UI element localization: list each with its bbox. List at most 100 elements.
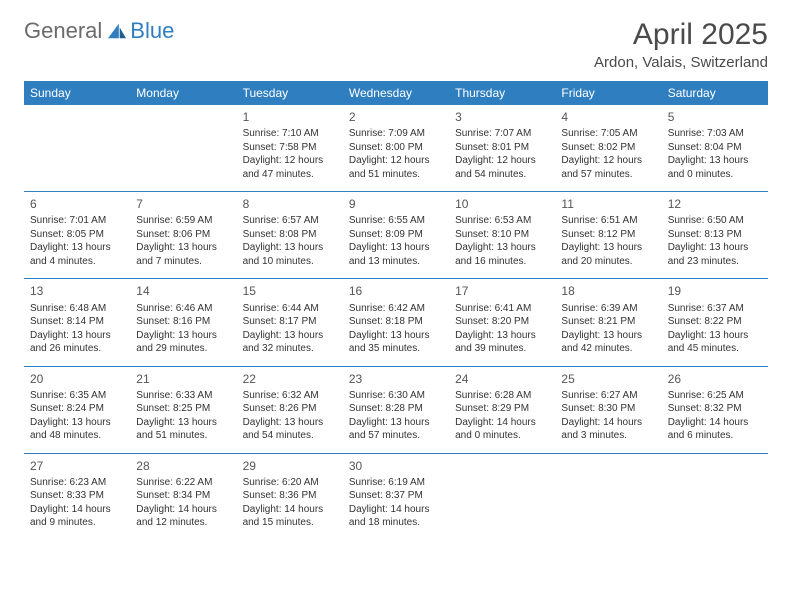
day-sunrise: Sunrise: 6:51 AM (561, 214, 655, 228)
day-day2: and 51 minutes. (136, 429, 230, 443)
day-sunrise: Sunrise: 6:20 AM (243, 476, 337, 490)
logo-word2: Blue (130, 18, 174, 44)
day-sunset: Sunset: 8:24 PM (30, 402, 124, 416)
calendar-row: 1Sunrise: 7:10 AMSunset: 7:58 PMDaylight… (24, 105, 768, 192)
calendar-cell: 6 Sunrise: 7:01 AMSunset: 8:05 PMDaylight… (24, 192, 130, 279)
day-day1: Daylight: 12 hours (455, 154, 549, 168)
day-sunrise: Sunrise: 6:42 AM (349, 302, 443, 316)
calendar-cell: 2Sunrise: 7:09 AMSunset: 8:00 PMDaylight… (343, 105, 449, 192)
calendar-cell: 23Sunrise: 6:30 AMSunset: 8:28 PMDayligh… (343, 366, 449, 453)
page-title: April 2025 (594, 18, 768, 52)
day-day2: and 0 minutes. (455, 429, 549, 443)
day-sunrise: Sunrise: 6:35 AM (30, 389, 124, 403)
calendar-cell: 30Sunrise: 6:19 AMSunset: 8:37 PMDayligh… (343, 453, 449, 540)
day-sunset: Sunset: 8:14 PM (30, 315, 124, 329)
calendar-row: 27Sunrise: 6:23 AMSunset: 8:33 PMDayligh… (24, 453, 768, 540)
day-number: 17 (455, 283, 549, 299)
day-sunset: Sunset: 8:10 PM (455, 228, 549, 242)
day-day2: and 13 minutes. (349, 255, 443, 269)
day-sunset: Sunset: 8:04 PM (668, 141, 762, 155)
day-sunrise: Sunrise: 7:01 AM (30, 214, 124, 228)
day-day1: Daylight: 13 hours (30, 329, 124, 343)
day-sunrise: Sunrise: 7:09 AM (349, 127, 443, 141)
calendar-cell: 16Sunrise: 6:42 AMSunset: 8:18 PMDayligh… (343, 279, 449, 366)
calendar-cell: 14Sunrise: 6:46 AMSunset: 8:16 PMDayligh… (130, 279, 236, 366)
day-number: 4 (561, 109, 655, 125)
day-day2: and 6 minutes. (668, 429, 762, 443)
calendar-cell: 13Sunrise: 6:48 AMSunset: 8:14 PMDayligh… (24, 279, 130, 366)
day-sunrise: Sunrise: 7:03 AM (668, 127, 762, 141)
day-sunset: Sunset: 8:12 PM (561, 228, 655, 242)
day-number: 3 (455, 109, 549, 125)
day-sunset: Sunset: 8:06 PM (136, 228, 230, 242)
day-number: 16 (349, 283, 443, 299)
day-sunset: Sunset: 8:25 PM (136, 402, 230, 416)
calendar-cell (130, 105, 236, 192)
day-sunrise: Sunrise: 6:23 AM (30, 476, 124, 490)
day-day2: and 3 minutes. (561, 429, 655, 443)
day-day1: Daylight: 13 hours (561, 329, 655, 343)
calendar-row: 6Sunrise: 7:01 AMSunset: 8:05 PMDaylight… (24, 192, 768, 279)
calendar-cell: 11Sunrise: 6:51 AMSunset: 8:12 PMDayligh… (555, 192, 661, 279)
day-day2: and 4 minutes. (30, 255, 124, 269)
calendar-cell: 24Sunrise: 6:28 AMSunset: 8:29 PMDayligh… (449, 366, 555, 453)
day-number: 15 (243, 283, 337, 299)
day-number: 19 (668, 283, 762, 299)
day-sunset: Sunset: 8:26 PM (243, 402, 337, 416)
day-day1: Daylight: 13 hours (30, 241, 124, 255)
day-number: 22 (243, 371, 337, 387)
day-day2: and 51 minutes. (349, 168, 443, 182)
calendar-cell: 8Sunrise: 6:57 AMSunset: 8:08 PMDaylight… (237, 192, 343, 279)
calendar-cell (662, 453, 768, 540)
day-number: 14 (136, 283, 230, 299)
sail-icon (106, 22, 128, 40)
calendar-cell: 17Sunrise: 6:41 AMSunset: 8:20 PMDayligh… (449, 279, 555, 366)
day-day1: Daylight: 13 hours (243, 416, 337, 430)
day-sunrise: Sunrise: 7:07 AM (455, 127, 549, 141)
calendar-cell: 4Sunrise: 7:05 AMSunset: 8:02 PMDaylight… (555, 105, 661, 192)
day-day1: Daylight: 13 hours (136, 329, 230, 343)
day-sunset: Sunset: 8:34 PM (136, 489, 230, 503)
weekday-header: Monday (130, 81, 236, 105)
calendar-row: 13Sunrise: 6:48 AMSunset: 8:14 PMDayligh… (24, 279, 768, 366)
day-day1: Daylight: 13 hours (243, 241, 337, 255)
day-day2: and 18 minutes. (349, 516, 443, 530)
day-day1: Daylight: 14 hours (561, 416, 655, 430)
day-day1: Daylight: 12 hours (561, 154, 655, 168)
weekday-header: Thursday (449, 81, 555, 105)
day-sunrise: Sunrise: 6:39 AM (561, 302, 655, 316)
day-day2: and 45 minutes. (668, 342, 762, 356)
day-sunset: Sunset: 8:33 PM (30, 489, 124, 503)
day-day1: Daylight: 14 hours (349, 503, 443, 517)
day-day2: and 48 minutes. (30, 429, 124, 443)
day-number: 6 (30, 196, 124, 212)
day-day1: Daylight: 13 hours (455, 329, 549, 343)
day-day2: and 57 minutes. (561, 168, 655, 182)
day-day2: and 54 minutes. (455, 168, 549, 182)
day-day2: and 57 minutes. (349, 429, 443, 443)
day-sunrise: Sunrise: 6:53 AM (455, 214, 549, 228)
day-day2: and 35 minutes. (349, 342, 443, 356)
day-day2: and 54 minutes. (243, 429, 337, 443)
day-day2: and 42 minutes. (561, 342, 655, 356)
day-sunrise: Sunrise: 7:10 AM (243, 127, 337, 141)
day-sunrise: Sunrise: 6:41 AM (455, 302, 549, 316)
day-day1: Daylight: 14 hours (668, 416, 762, 430)
day-number: 28 (136, 458, 230, 474)
calendar-cell (24, 105, 130, 192)
day-sunrise: Sunrise: 6:30 AM (349, 389, 443, 403)
day-sunset: Sunset: 8:05 PM (30, 228, 124, 242)
weekday-header: Tuesday (237, 81, 343, 105)
calendar-cell (449, 453, 555, 540)
day-sunset: Sunset: 8:30 PM (561, 402, 655, 416)
day-sunset: Sunset: 8:28 PM (349, 402, 443, 416)
day-day1: Daylight: 14 hours (136, 503, 230, 517)
day-sunset: Sunset: 8:02 PM (561, 141, 655, 155)
calendar-cell: 10Sunrise: 6:53 AMSunset: 8:10 PMDayligh… (449, 192, 555, 279)
day-number: 30 (349, 458, 443, 474)
day-sunset: Sunset: 8:16 PM (136, 315, 230, 329)
calendar-cell: 27Sunrise: 6:23 AMSunset: 8:33 PMDayligh… (24, 453, 130, 540)
day-sunset: Sunset: 8:37 PM (349, 489, 443, 503)
calendar-cell: 22Sunrise: 6:32 AMSunset: 8:26 PMDayligh… (237, 366, 343, 453)
calendar-cell: 18Sunrise: 6:39 AMSunset: 8:21 PMDayligh… (555, 279, 661, 366)
